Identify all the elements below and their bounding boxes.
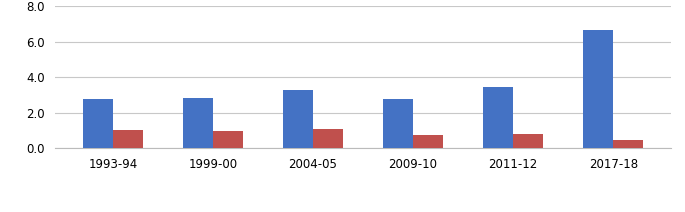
Bar	[113, 130, 143, 148]
Bar	[613, 140, 643, 148]
Bar	[213, 131, 243, 148]
Bar	[183, 98, 213, 148]
Bar	[513, 134, 543, 148]
Bar	[283, 90, 313, 148]
Bar	[83, 99, 113, 148]
Bar	[483, 87, 513, 148]
Bar	[413, 135, 443, 148]
Bar	[313, 129, 343, 148]
Bar	[383, 99, 413, 148]
Bar	[583, 30, 613, 148]
